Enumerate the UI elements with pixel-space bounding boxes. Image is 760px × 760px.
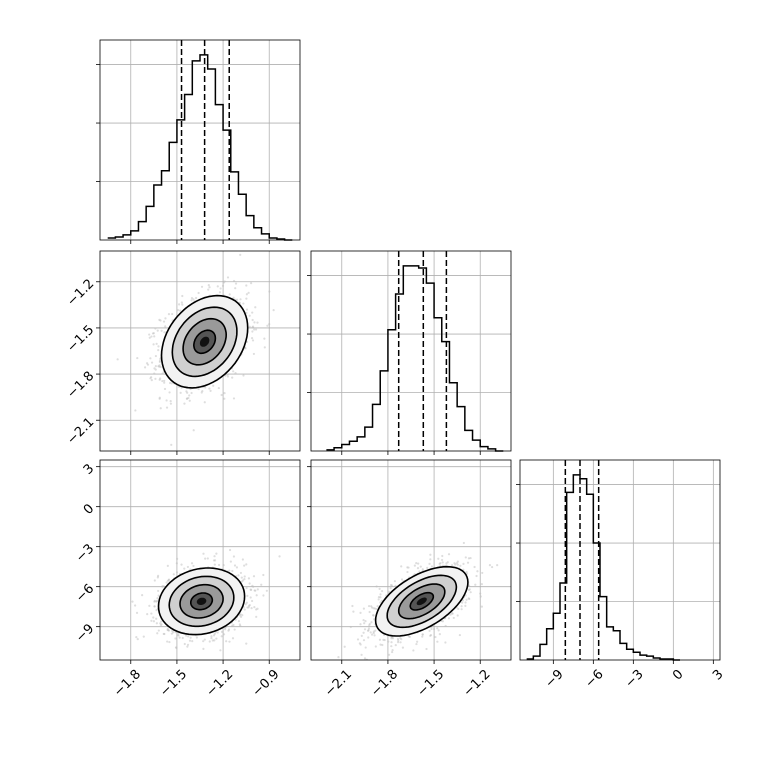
y-tick-label: −1.8 xyxy=(64,369,97,402)
histogram-step-2 xyxy=(526,474,680,661)
contour-line xyxy=(374,565,469,637)
x-tick-label: −2.1 xyxy=(322,667,355,700)
x-tick-label: −1.8 xyxy=(111,667,144,700)
contour-line xyxy=(179,583,224,619)
contour-line xyxy=(397,583,446,620)
density-shading xyxy=(158,568,245,635)
contour-line xyxy=(182,317,228,366)
histogram-step-1 xyxy=(326,265,504,452)
x-tick-label: −1.2 xyxy=(461,667,494,700)
x-tick-label: −1.5 xyxy=(157,667,190,700)
contour-line xyxy=(386,574,458,629)
y-tick-label: −2.1 xyxy=(64,415,97,448)
x-tick-label: −1.5 xyxy=(414,667,447,700)
histogram-panel-0 xyxy=(96,39,301,244)
contour-line xyxy=(168,575,235,628)
density-peak xyxy=(196,597,207,605)
contour-line xyxy=(171,306,238,378)
x-tick-label: 3 xyxy=(710,667,726,683)
panel-frame xyxy=(310,459,512,661)
x-tick-label: −9 xyxy=(542,667,566,691)
y-tick-label: −6 xyxy=(73,581,97,605)
contour-line xyxy=(190,592,214,611)
contour-line xyxy=(160,294,249,389)
density-peak xyxy=(416,597,427,606)
joint-panel-0-2 xyxy=(96,459,301,664)
y-tick-label: 0 xyxy=(81,501,97,517)
density-shading xyxy=(375,566,468,636)
y-tick-label: −9 xyxy=(73,621,97,645)
density-peak xyxy=(199,336,210,347)
histogram-panel-2 xyxy=(516,459,721,664)
y-tick-label: −1.2 xyxy=(64,276,97,309)
contour-line xyxy=(192,329,217,355)
joint-panel-1-2 xyxy=(307,459,512,664)
histogram-step-0 xyxy=(107,54,293,241)
panel-frame xyxy=(310,250,512,452)
density-shading xyxy=(161,295,248,388)
contour-line xyxy=(157,567,246,636)
x-tick-label: −0.9 xyxy=(250,667,283,700)
panel-frame xyxy=(99,250,301,452)
x-tick-label: −1.2 xyxy=(203,667,236,700)
y-tick-label: −1.5 xyxy=(64,323,97,356)
x-tick-label: −1.8 xyxy=(368,667,401,700)
panel-frame xyxy=(99,459,301,661)
contour-line xyxy=(409,591,435,611)
x-tick-label: 0 xyxy=(670,667,686,683)
y-tick-label: −3 xyxy=(73,541,97,565)
x-tick-label: −3 xyxy=(622,667,646,691)
x-tick-label: −6 xyxy=(582,667,606,691)
y-tick-label: 3 xyxy=(81,461,97,477)
histogram-panel-1 xyxy=(307,250,512,455)
panel-frame xyxy=(519,459,721,661)
panel-frame xyxy=(99,39,301,241)
joint-panel-0-1 xyxy=(96,250,301,455)
